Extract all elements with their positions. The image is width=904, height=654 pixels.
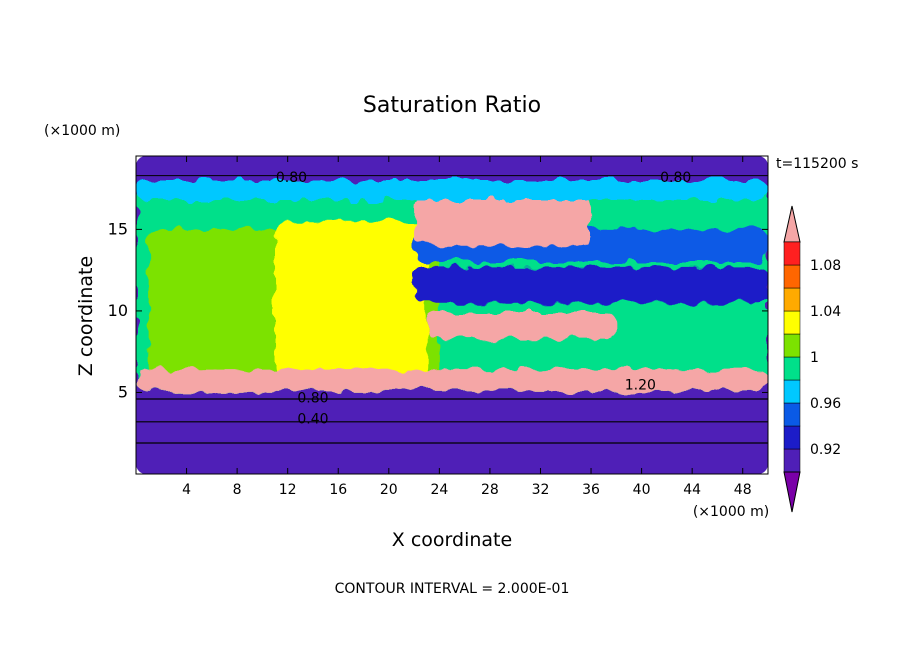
field-region-5 (414, 266, 768, 303)
time-label: t=115200 s (776, 156, 858, 172)
field-region-9 (136, 180, 768, 201)
y-tick-label-2: 15 (108, 219, 128, 238)
x-tick-label-10: 44 (683, 482, 701, 498)
colorbar-bin-2 (783, 402, 801, 427)
contour-label-2: 0.80 (297, 390, 328, 406)
field-region-7 (426, 312, 617, 339)
field-region-8 (136, 369, 768, 391)
y-tick-label-1: 10 (108, 301, 128, 320)
x-tick-label-5: 24 (430, 482, 448, 498)
contour-label-4: 1.20 (625, 377, 656, 393)
contour-label-3: 0.40 (297, 412, 328, 428)
x-tick-label-8: 36 (582, 482, 600, 498)
contour-label-0: 0.80 (276, 170, 307, 186)
colorbar-bin-7 (783, 287, 801, 312)
colorbar-bin-5 (783, 333, 801, 358)
colorbar-bin-6 (783, 310, 801, 335)
plot-frame (135, 155, 769, 475)
colorbar-label-3: 1.04 (810, 304, 841, 320)
colorbar-top-extend (783, 205, 801, 243)
x-tick-label-7: 32 (532, 482, 550, 498)
x-tick-label-4: 20 (380, 482, 398, 498)
x-tick-label-1: 8 (233, 482, 242, 498)
contour-interval-label: CONTOUR INTERVAL = 2.000E-01 (335, 581, 570, 597)
x-unit-label: (×1000 m) (693, 504, 769, 520)
x-tick-label-3: 16 (329, 482, 347, 498)
colorbar-label-1: 0.96 (810, 396, 841, 412)
contour-plot-area: 0.80 0.80 0.80 0.40 1.20 (136, 156, 768, 474)
x-tick-label-9: 40 (633, 482, 651, 498)
colorbar-bin-4 (783, 356, 801, 381)
field-region-6 (414, 196, 592, 246)
colorbar-bottom-extend (783, 471, 801, 513)
x-tick-label-2: 12 (279, 482, 297, 498)
colorbar-label-4: 1.08 (810, 258, 841, 274)
colorbar-bin-1 (783, 425, 801, 450)
colorbar-label-2: 1 (810, 350, 819, 366)
y-tick-label-0: 5 (118, 382, 128, 401)
colorbar-bin-8 (783, 264, 801, 289)
y-axis-label: Z coordinate (75, 256, 97, 376)
x-tick-label-0: 4 (182, 482, 191, 498)
x-axis-label: X coordinate (392, 529, 512, 551)
chart-title: Saturation Ratio (363, 93, 541, 118)
colorbar-bin-0 (783, 448, 801, 473)
colorbar-label-0: 0.92 (810, 442, 841, 458)
contour-label-1: 0.80 (660, 170, 691, 186)
field-region-3 (275, 221, 427, 377)
y-unit-label: (×1000 m) (44, 123, 120, 139)
x-tick-label-6: 28 (481, 482, 499, 498)
x-tick-label-11: 48 (734, 482, 752, 498)
colorbar: 0.92 0.96 1 1.04 1.08 (783, 205, 841, 513)
field-layers: 0.80 0.80 0.80 0.40 1.20 (136, 156, 768, 474)
colorbar-bin-3 (783, 379, 801, 404)
colorbar-bin-9 (783, 241, 801, 266)
